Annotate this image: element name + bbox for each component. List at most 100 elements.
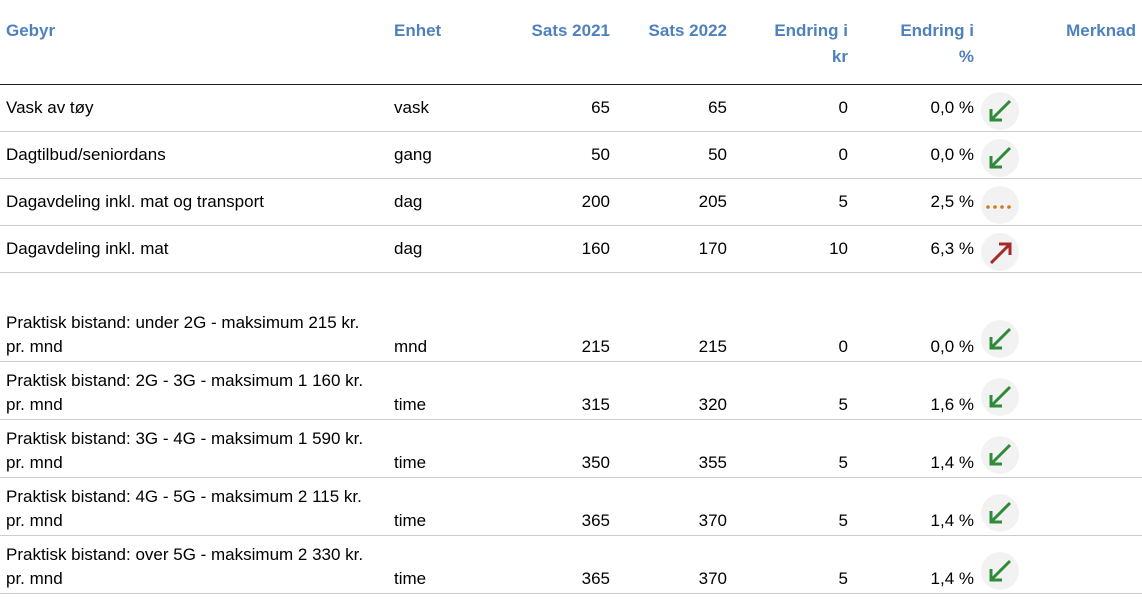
table-cell: time	[388, 361, 500, 420]
table-cell: Vask av tøy	[0, 84, 388, 132]
header-cell: Merknad	[1030, 0, 1142, 85]
header-cell: Sats 2022	[616, 0, 733, 85]
table-cell: Praktisk bistand: 4G - 5G - maksimum 2 1…	[0, 477, 388, 536]
table-row: Praktisk bistand: over 5G - maksimum 2 3…	[0, 535, 1142, 594]
trend-icon	[980, 550, 1020, 591]
trend-icon-cell	[980, 225, 1030, 273]
trend-icon	[980, 231, 1020, 272]
table-cell: 355	[616, 419, 733, 478]
fee-table: Gebyr Enhet Sats 2021 Sats 2022 Endring …	[0, 0, 1142, 594]
table-cell: 0,0 %	[854, 84, 980, 132]
table-row: Dagtilbud/seniordans gang 50 50 0 0,0 %	[0, 131, 1142, 179]
trend-icon-cell	[980, 477, 1030, 536]
table-row: Vask av tøy vask 65 65 0 0,0 %	[0, 84, 1142, 132]
table-cell: Praktisk bistand: under 2G - maksimum 21…	[0, 272, 388, 362]
table-cell: 215	[500, 272, 616, 362]
trend-icon-cell	[980, 272, 1030, 362]
table-cell: Dagtilbud/seniordans	[0, 131, 388, 179]
table-cell: time	[388, 535, 500, 594]
table-cell: 370	[616, 477, 733, 536]
remark-cell	[1030, 84, 1142, 132]
trend-icon-cell	[980, 361, 1030, 420]
table-cell: 0,0 %	[854, 272, 980, 362]
table-cell: 65	[500, 84, 616, 132]
table-cell: 0	[733, 131, 854, 179]
table-cell: 320	[616, 361, 733, 420]
table-cell: 0	[733, 272, 854, 362]
table-cell: 365	[500, 477, 616, 536]
trend-icon	[980, 318, 1020, 359]
trend-icon	[980, 492, 1020, 533]
header-cell: Enhet	[388, 0, 500, 85]
trend-icon-cell	[980, 178, 1030, 226]
trend-icon	[980, 376, 1020, 417]
table-cell: time	[388, 419, 500, 478]
table-row: Praktisk bistand: 3G - 4G - maksimum 1 5…	[0, 419, 1142, 478]
table-cell: gang	[388, 131, 500, 179]
table-cell: 1,4 %	[854, 535, 980, 594]
trend-icon	[980, 434, 1020, 475]
trend-icon-cell	[980, 131, 1030, 179]
table-cell: 5	[733, 419, 854, 478]
table-cell: 1,4 %	[854, 419, 980, 478]
remark-cell	[1030, 535, 1142, 594]
header-cell: Endring i kr	[733, 0, 854, 85]
remark-cell	[1030, 361, 1142, 420]
table-row: Praktisk bistand: 2G - 3G - maksimum 1 1…	[0, 361, 1142, 420]
header-spacer	[980, 0, 1030, 85]
table-cell: 5	[733, 361, 854, 420]
trend-icon	[981, 185, 1019, 224]
table-cell: 5	[733, 178, 854, 226]
table-row: Dagavdeling inkl. mat dag 160 170 10 6,3 %	[0, 225, 1142, 273]
table-cell: Praktisk bistand: 3G - 4G - maksimum 1 5…	[0, 419, 388, 478]
table-cell: 370	[616, 535, 733, 594]
table-cell: 6,3 %	[854, 225, 980, 273]
remark-cell	[1030, 477, 1142, 536]
table-cell: 65	[616, 84, 733, 132]
table-cell: 50	[616, 131, 733, 179]
header-cell: Endring i %	[854, 0, 980, 85]
remark-cell	[1030, 225, 1142, 273]
table-cell: 215	[616, 272, 733, 362]
table-cell: 200	[500, 178, 616, 226]
table-cell: Dagavdeling inkl. mat og transport	[0, 178, 388, 226]
table-cell: 365	[500, 535, 616, 594]
table-cell: 10	[733, 225, 854, 273]
trend-icon-cell	[980, 535, 1030, 594]
header-cell: Gebyr	[0, 0, 388, 85]
table-cell: 0,0 %	[854, 131, 980, 179]
table-cell: 315	[500, 361, 616, 420]
remark-cell	[1030, 178, 1142, 226]
table-cell: 5	[733, 477, 854, 536]
table-cell: mnd	[388, 272, 500, 362]
table-cell: vask	[388, 84, 500, 132]
trend-icon-cell	[980, 84, 1030, 132]
trend-icon-cell	[980, 419, 1030, 478]
trend-icon	[980, 90, 1020, 131]
remark-cell	[1030, 272, 1142, 362]
table-cell: 2,5 %	[854, 178, 980, 226]
table-cell: dag	[388, 178, 500, 226]
header-cell: Sats 2021	[500, 0, 616, 85]
table-cell: Dagavdeling inkl. mat	[0, 225, 388, 273]
table-cell: 1,4 %	[854, 477, 980, 536]
table-cell: time	[388, 477, 500, 536]
table-cell: 5	[733, 535, 854, 594]
table-cell: Praktisk bistand: 2G - 3G - maksimum 1 1…	[0, 361, 388, 420]
remark-cell	[1030, 131, 1142, 179]
table-body: Vask av tøy vask 65 65 0 0,0 % Dagtilbud/senio…	[0, 84, 1142, 594]
table-row: Dagavdeling inkl. mat og transport dag 200…	[0, 178, 1142, 226]
table-cell: 0	[733, 84, 854, 132]
table-row: Praktisk bistand: 4G - 5G - maksimum 2 1…	[0, 477, 1142, 536]
table-row: Praktisk bistand: under 2G - maksimum 21…	[0, 272, 1142, 362]
table-cell: 205	[616, 178, 733, 226]
header-row: Gebyr Enhet Sats 2021 Sats 2022 Endring …	[0, 0, 1142, 85]
table-cell: 1,6 %	[854, 361, 980, 420]
table-cell: 350	[500, 419, 616, 478]
table-cell: 160	[500, 225, 616, 273]
table-cell: dag	[388, 225, 500, 273]
table-cell: 170	[616, 225, 733, 273]
table-cell: 50	[500, 131, 616, 179]
table-cell: Praktisk bistand: over 5G - maksimum 2 3…	[0, 535, 388, 594]
